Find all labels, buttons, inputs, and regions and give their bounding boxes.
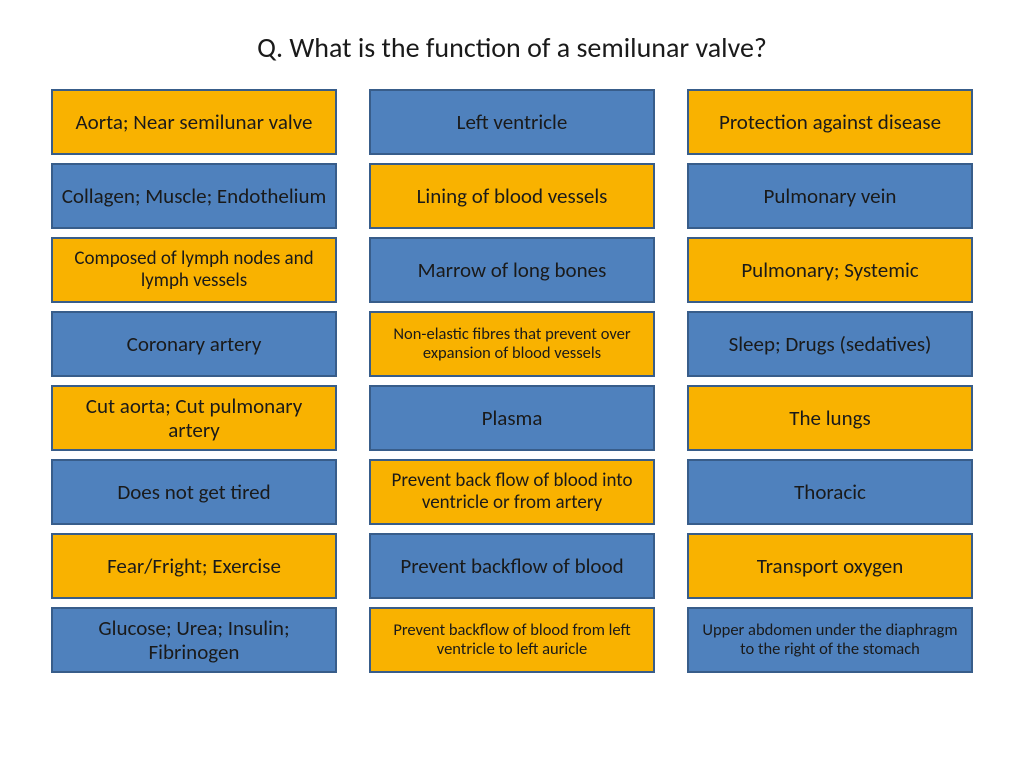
answer-card-label: Sleep; Drugs (sedatives) — [729, 332, 932, 356]
answer-card[interactable]: Plasma — [369, 385, 655, 451]
answer-card[interactable]: Pulmonary; Systemic — [687, 237, 973, 303]
answer-card-label: Collagen; Muscle; Endothelium — [62, 184, 327, 208]
answer-card[interactable]: Aorta; Near semilunar valve — [51, 89, 337, 155]
answer-card-label: Marrow of long bones — [418, 258, 607, 282]
answer-card[interactable]: Coronary artery — [51, 311, 337, 377]
answer-card[interactable]: Does not get tired — [51, 459, 337, 525]
column-3: Protection against disease Pulmonary vein… — [687, 89, 973, 673]
column-2: Left ventricle Lining of blood vessels Mar… — [369, 89, 655, 673]
answer-card[interactable]: Lining of blood vessels — [369, 163, 655, 229]
answer-card[interactable]: The lungs — [687, 385, 973, 451]
answer-grid: Aorta; Near semilunar valve Collagen; Mus… — [0, 89, 1024, 673]
answer-card-label: Transport oxygen — [757, 554, 904, 578]
answer-card[interactable]: Sleep; Drugs (sedatives) — [687, 311, 973, 377]
answer-card-label: Does not get tired — [117, 480, 270, 504]
answer-card[interactable]: Composed of lymph nodes and lymph vessel… — [51, 237, 337, 303]
answer-card-label: Pulmonary; Systemic — [741, 258, 918, 282]
answer-card-label: Prevent backflow of blood — [400, 554, 623, 578]
answer-card[interactable]: Upper abdomen under the diaphragm to the… — [687, 607, 973, 673]
answer-card-label: Composed of lymph nodes and lymph vessel… — [61, 248, 327, 292]
answer-card-label: Left ventricle — [457, 110, 568, 134]
column-1: Aorta; Near semilunar valve Collagen; Mus… — [51, 89, 337, 673]
answer-card[interactable]: Transport oxygen — [687, 533, 973, 599]
answer-card[interactable]: Prevent backflow of blood — [369, 533, 655, 599]
answer-card-label: Thoracic — [794, 480, 866, 504]
answer-card[interactable]: Protection against disease — [687, 89, 973, 155]
answer-card-label: Prevent backflow of blood from left vent… — [379, 621, 645, 659]
answer-card[interactable]: Prevent backflow of blood from left vent… — [369, 607, 655, 673]
answer-card[interactable]: Marrow of long bones — [369, 237, 655, 303]
answer-card[interactable]: Thoracic — [687, 459, 973, 525]
answer-card-label: Cut aorta; Cut pulmonary artery — [61, 394, 327, 442]
answer-card[interactable]: Glucose; Urea; Insulin; Fibrinogen — [51, 607, 337, 673]
answer-card-label: Glucose; Urea; Insulin; Fibrinogen — [61, 616, 327, 664]
answer-card-label: Fear/Fright; Exercise — [107, 554, 281, 578]
answer-card[interactable]: Non-elastic fibres that prevent over exp… — [369, 311, 655, 377]
answer-card-label: Non-elastic fibres that prevent over exp… — [379, 325, 645, 363]
answer-card-label: Pulmonary vein — [764, 184, 897, 208]
answer-card[interactable]: Fear/Fright; Exercise — [51, 533, 337, 599]
question-title: Q. What is the function of a semilunar v… — [0, 0, 1024, 89]
answer-card[interactable]: Cut aorta; Cut pulmonary artery — [51, 385, 337, 451]
answer-card-label: Prevent back flow of blood into ventricl… — [379, 470, 645, 514]
answer-card[interactable]: Pulmonary vein — [687, 163, 973, 229]
answer-card-label: Protection against disease — [719, 110, 941, 134]
answer-card[interactable]: Prevent back flow of blood into ventricl… — [369, 459, 655, 525]
answer-card-label: Plasma — [482, 406, 543, 430]
answer-card[interactable]: Collagen; Muscle; Endothelium — [51, 163, 337, 229]
answer-card-label: The lungs — [789, 406, 870, 430]
answer-card-label: Coronary artery — [127, 332, 262, 356]
answer-card-label: Upper abdomen under the diaphragm to the… — [697, 621, 963, 659]
answer-card[interactable]: Left ventricle — [369, 89, 655, 155]
answer-card-label: Aorta; Near semilunar valve — [76, 110, 313, 134]
answer-card-label: Lining of blood vessels — [417, 184, 608, 208]
